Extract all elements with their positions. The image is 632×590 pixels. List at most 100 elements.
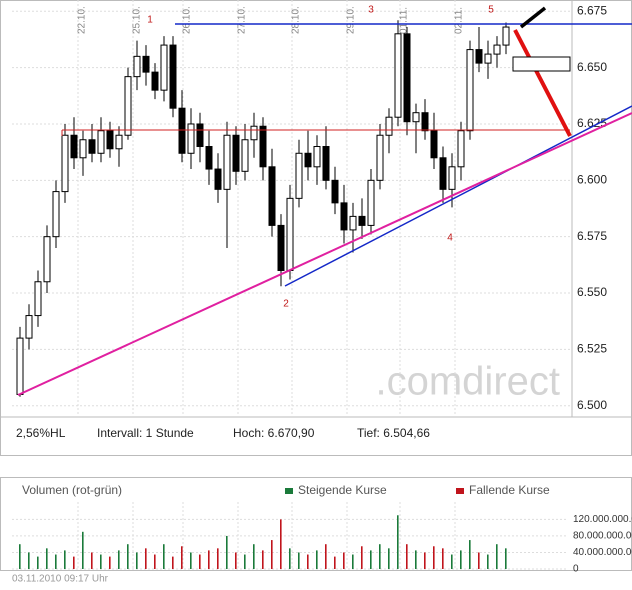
candle-body	[61, 134, 69, 193]
volume-bar	[145, 548, 147, 569]
candle-body	[457, 130, 465, 168]
candle-body	[160, 44, 168, 91]
candle-body	[349, 215, 357, 231]
annotation: 3	[368, 5, 374, 16]
candle-body	[484, 53, 492, 64]
candle-body	[421, 112, 429, 132]
candle-body	[97, 130, 105, 154]
volume-bar	[208, 550, 210, 569]
candle-body	[142, 55, 150, 73]
volume-bar	[199, 554, 201, 569]
volume-bar	[307, 554, 309, 569]
candle-body	[25, 315, 33, 339]
volume-bar	[235, 552, 237, 569]
interval-label: Intervall: 1 Stunde	[97, 426, 194, 440]
candle-body	[169, 44, 177, 109]
volume-title: Volumen (rot-grün)	[22, 483, 122, 497]
candle-body	[151, 71, 159, 91]
candle-body	[322, 146, 330, 181]
volume-bar	[154, 554, 156, 569]
candle-body	[394, 33, 402, 118]
volume-bar	[298, 552, 300, 569]
volume-tick-label: 0	[573, 564, 579, 575]
trend-line-lower	[17, 112, 632, 396]
high-label: Hoch: 6.670,90	[233, 426, 315, 440]
date-label: 27.10.	[237, 6, 248, 34]
candle-body	[43, 236, 51, 283]
volume-bar	[172, 556, 174, 569]
candle-body	[475, 49, 483, 64]
candle-body	[106, 130, 114, 150]
candle-body	[196, 123, 204, 148]
candle-body	[286, 197, 294, 271]
y-tick-label: 6.650	[577, 60, 607, 74]
volume-bar	[370, 550, 372, 569]
y-tick-label: 6.675	[577, 3, 607, 17]
volume-bar	[28, 552, 30, 569]
arrow-line	[513, 29, 572, 137]
volume-bar	[91, 552, 93, 569]
candle-body	[79, 139, 87, 159]
volume-bar	[406, 544, 408, 569]
candle-body	[502, 26, 510, 46]
candle-body	[223, 134, 231, 190]
annotation: 2	[283, 299, 289, 310]
candle-body	[367, 179, 375, 226]
date-label: 22.10.	[77, 6, 88, 34]
y-tick-label: 6.525	[577, 342, 607, 356]
watermark: .comdirect	[376, 360, 561, 404]
volume-bar	[217, 548, 219, 569]
volume-bar	[451, 554, 453, 569]
candle-body	[232, 134, 240, 172]
volume-bar	[109, 556, 111, 569]
date-label: 26.10.	[182, 6, 193, 34]
volume-tick-label: 40.000.000.00	[573, 547, 632, 558]
volume-bar	[415, 550, 417, 569]
volume-bar	[325, 544, 327, 569]
volume-bar	[226, 535, 228, 569]
candle-body	[403, 33, 411, 123]
volume-bar	[397, 515, 399, 569]
candle-body	[466, 49, 474, 132]
date-label: 02.11.	[454, 7, 465, 34]
volume-bar	[469, 540, 471, 569]
volume-bar	[19, 544, 21, 569]
y-tick-label: 6.550	[577, 285, 607, 299]
annotation: 4	[447, 233, 453, 244]
volume-bar	[100, 554, 102, 569]
candle-body	[241, 139, 249, 172]
volume-bar	[163, 544, 165, 569]
volume-bar	[37, 556, 39, 569]
volume-bar	[64, 550, 66, 569]
candle-body	[214, 168, 222, 190]
candle-body	[493, 44, 501, 55]
volume-bar	[253, 544, 255, 569]
volume-bar	[46, 548, 48, 569]
date-label: 25.10.	[132, 6, 143, 34]
volume-bar	[496, 544, 498, 569]
y-tick-label: 6.575	[577, 229, 607, 243]
black-marker	[519, 6, 547, 29]
timestamp: 03.11.2010 09:17 Uhr	[12, 574, 109, 585]
date-label: 28.10.	[291, 6, 302, 34]
legend-label: Fallende Kurse	[469, 483, 550, 497]
annotation: 5	[488, 5, 494, 16]
trend-line	[284, 105, 632, 287]
candle-body	[376, 134, 384, 181]
volume-bar	[487, 554, 489, 569]
hl-label: 2,56%HL	[16, 426, 66, 440]
legend-swatch	[285, 488, 293, 494]
box-marker	[512, 56, 571, 72]
candle-body	[430, 130, 438, 159]
volume-bar	[73, 556, 75, 569]
candle-body	[52, 191, 60, 238]
volume-bar	[244, 554, 246, 569]
volume-bar	[352, 554, 354, 569]
candle-body	[16, 337, 24, 395]
candle-body	[385, 116, 393, 136]
volume-bar	[460, 550, 462, 569]
volume-tick-label: 80.000.000.00	[573, 531, 632, 542]
volume-bar	[334, 556, 336, 569]
candle-body	[178, 107, 186, 154]
candle-body	[277, 224, 285, 271]
